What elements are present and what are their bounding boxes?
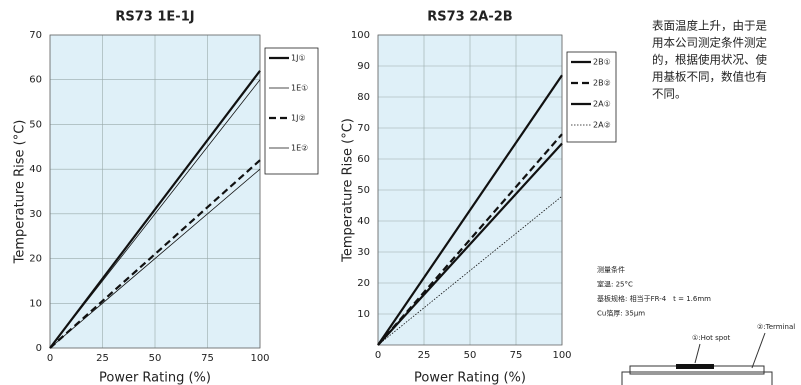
note-line: 用本公司测定条件测定 (652, 36, 767, 50)
y-axis-label: Temperature Rise (°C) (13, 120, 28, 265)
condition-line: 基板规格: 相当于FR-4 t = 1.6mm (597, 294, 711, 303)
y-tick-label: 90 (357, 61, 370, 72)
x-tick-label: 25 (418, 350, 431, 361)
hot-spot (676, 364, 714, 369)
legend-label: 2A② (593, 121, 611, 130)
x-tick-label: 50 (464, 350, 477, 361)
hot-spot-pointer (694, 343, 701, 364)
legend-label: 2A① (593, 100, 611, 109)
diagram: ①:Hot spot ②:Terminal (621, 323, 795, 385)
condition-line: 室温: 25°C (597, 280, 633, 289)
x-axis-label: Power Rating (%) (99, 371, 211, 385)
note-line: 表面温度上升，由于是 (652, 19, 767, 33)
y-tick-label: 0 (36, 343, 42, 354)
y-tick-label: 30 (357, 247, 370, 258)
legend-box (264, 47, 319, 175)
y-tick-label: 70 (357, 123, 370, 134)
note-line: 用基板不同，数值也有 (652, 70, 767, 84)
x-tick-label: 75 (510, 350, 523, 361)
series-line (49, 79, 261, 349)
y-tick-label: 50 (29, 119, 42, 130)
hot-spot-label: ①:Hot spot (692, 334, 731, 342)
x-tick-label: 100 (250, 353, 269, 364)
series-line (377, 142, 563, 346)
y-tick-label: 30 (29, 209, 42, 220)
y-tick-label: 60 (357, 154, 370, 165)
y-tick-label: 80 (357, 92, 370, 103)
chart-title: RS73 1E-1J (115, 10, 194, 25)
legend-label: 1E② (291, 144, 308, 153)
series-line (49, 159, 261, 349)
y-axis-label: Temperature Rise (°C) (341, 118, 356, 263)
legend-label: 2B① (593, 58, 611, 67)
x-tick-label: 0 (47, 353, 53, 364)
condition-line: 测量条件 (597, 265, 625, 274)
y-tick-label: 40 (29, 164, 42, 175)
y-tick-label: 20 (29, 254, 42, 265)
legend-label: 2B② (593, 79, 611, 88)
y-tick-label: 10 (29, 298, 42, 309)
x-tick-label: 50 (149, 353, 162, 364)
y-tick-label: 70 (29, 30, 42, 41)
legend-label: 1J② (291, 114, 306, 123)
terminal-label: ②:Terminal (757, 323, 795, 331)
y-tick-label: 40 (357, 216, 370, 227)
y-tick-label: 60 (29, 75, 42, 86)
chart-title: RS73 2A-2B (427, 10, 512, 25)
x-axis-label: Power Rating (%) (414, 371, 526, 385)
legend-label: 1E① (291, 84, 308, 93)
series-line (377, 74, 563, 346)
note-line: 不同。 (652, 87, 687, 101)
series-line (377, 195, 563, 346)
series-line (49, 70, 261, 349)
x-tick-label: 100 (552, 350, 571, 361)
plot-frame (377, 34, 563, 346)
note-line: 的，根据使用状况、使 (652, 53, 767, 67)
legend-label: 1J① (291, 54, 306, 63)
y-tick-label: 50 (357, 185, 370, 196)
y-tick-label: 20 (357, 278, 370, 289)
resistor-outline (621, 371, 773, 385)
series-line (49, 168, 261, 349)
plot-frame (49, 34, 261, 349)
x-tick-label: 75 (201, 353, 214, 364)
terminal-pointer (751, 332, 766, 369)
legend-box (566, 51, 617, 143)
y-tick-label: 10 (357, 309, 370, 320)
y-tick-label: 100 (351, 30, 370, 41)
x-tick-label: 0 (375, 350, 381, 361)
x-tick-label: 25 (96, 353, 109, 364)
condition-line: Cu箔厚: 35μm (597, 309, 645, 318)
